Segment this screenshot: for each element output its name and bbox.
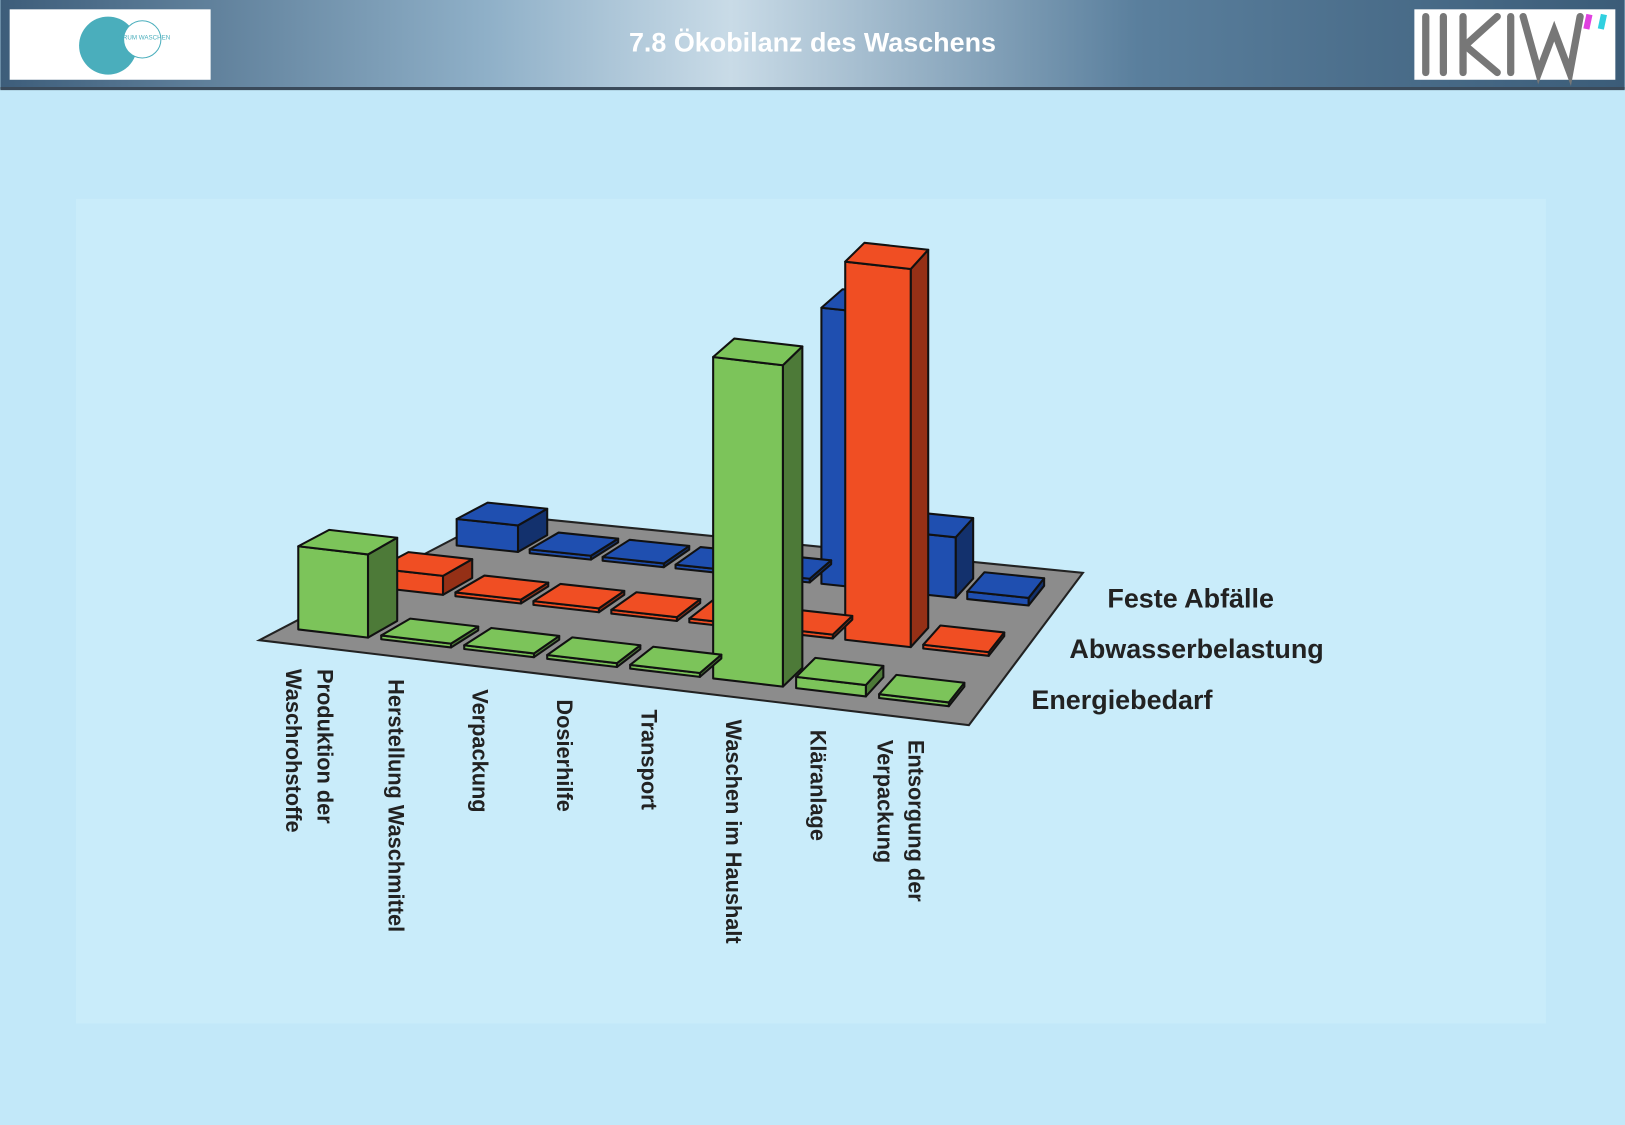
slide-title: 7.8 Ökobilanz des Waschens	[629, 28, 996, 58]
x-tick-label: Produktion derWaschrohstoffe	[281, 669, 337, 833]
bar-front	[297, 545, 370, 639]
bar-top	[546, 636, 642, 665]
bar-top	[297, 528, 399, 556]
legend-label: Abwasserbelastung	[1069, 634, 1323, 664]
bar	[297, 528, 399, 639]
legend-label: Feste Abfälle	[1107, 583, 1274, 613]
logo-accent	[1583, 13, 1593, 30]
bar	[878, 673, 966, 708]
bar	[546, 636, 642, 669]
x-tick-label: Verpackung	[468, 689, 493, 812]
bar	[712, 337, 804, 688]
x-tick-label: Herstellung Waschmittel	[383, 679, 408, 932]
x-tick-label: Transport	[637, 710, 662, 810]
legend-label: Energiebedarf	[1031, 685, 1213, 715]
bar-side	[909, 248, 930, 649]
bar-top	[463, 626, 561, 655]
x-tick-line: Verpackung	[468, 689, 493, 812]
logo-bubble	[123, 20, 162, 59]
bar-top	[454, 574, 550, 601]
bar-top	[966, 571, 1046, 599]
bar	[380, 617, 480, 649]
x-tick-line: Kläranlage	[806, 730, 831, 841]
bar	[528, 531, 620, 561]
x-tick-line: Herstellung Waschmittel	[383, 679, 408, 932]
bar-top	[844, 241, 930, 271]
bar	[922, 624, 1006, 657]
x-tick-line: Transport	[637, 710, 662, 810]
bar-top	[528, 531, 620, 557]
x-tick-line: Waschrohstoffe	[281, 669, 306, 833]
bar-top	[380, 617, 480, 645]
x-tick-label: Kläranlage	[806, 730, 831, 841]
x-tick-line: Waschen im Haushalt	[721, 720, 746, 944]
bar	[532, 582, 626, 614]
x-tick-line: Produktion der	[312, 669, 337, 824]
bar-top	[601, 538, 691, 565]
logo-ikw	[1422, 12, 1584, 87]
bar-top	[922, 624, 1006, 654]
x-tick-label: Dosierhilfe	[552, 699, 577, 811]
header-bar	[0, 0, 1625, 90]
bar-top	[455, 501, 549, 527]
bar-top	[878, 673, 966, 704]
bar	[463, 626, 561, 659]
bar	[966, 571, 1046, 607]
logo-circle	[79, 16, 138, 75]
x-tick-line: Verpackung	[873, 740, 898, 863]
bar	[455, 501, 549, 553]
bar-top	[532, 582, 626, 610]
logo-text: FORUM WASCHEN	[114, 34, 170, 41]
x-tick-line: Entsorgung der	[904, 740, 929, 902]
bar-top	[629, 645, 723, 675]
bar-top	[610, 591, 702, 619]
header-rule	[0, 87, 1625, 91]
logo-accent	[1597, 13, 1607, 30]
bar-side	[781, 345, 804, 688]
plot	[255, 241, 1085, 727]
bar-front	[844, 260, 912, 649]
x-tick-label: Entsorgung derVerpackung	[873, 740, 929, 902]
bar	[795, 656, 885, 698]
bar-top	[712, 337, 804, 367]
bar	[844, 241, 930, 649]
bar	[610, 591, 702, 622]
bar	[601, 538, 691, 569]
x-tick-line: Dosierhilfe	[552, 699, 577, 811]
bar-front	[712, 355, 784, 688]
bar	[629, 645, 723, 678]
bar	[454, 574, 550, 605]
bar-top	[795, 656, 885, 687]
x-tick-label: Waschen im Haushalt	[721, 720, 746, 944]
